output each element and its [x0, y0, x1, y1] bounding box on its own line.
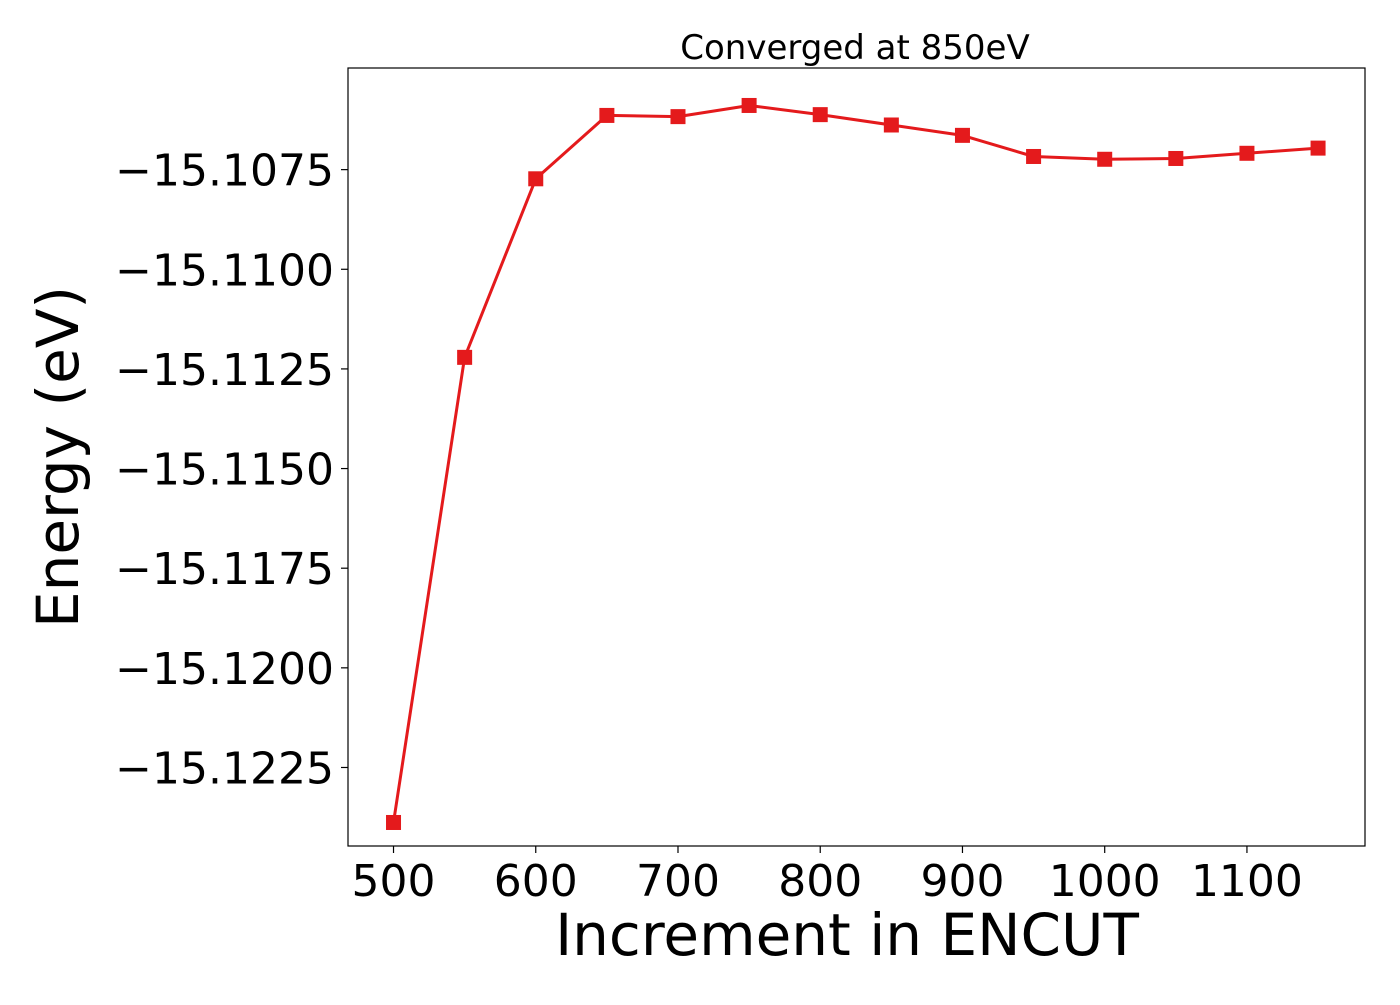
x-tick-label: 600 [494, 856, 578, 907]
data-point-marker [1168, 150, 1184, 166]
y-tick-label: −15.1100 [115, 245, 334, 296]
data-point-marker [457, 349, 473, 365]
plot-area [386, 97, 1326, 830]
x-tick-label: 1100 [1191, 856, 1303, 907]
data-point-marker [528, 171, 544, 187]
data-point-marker [954, 127, 970, 143]
y-axis-title: Energy (eV) [24, 286, 92, 628]
y-tick-label: −15.1200 [115, 644, 334, 695]
x-tick-label: 800 [778, 856, 862, 907]
data-point-marker [1097, 151, 1113, 167]
x-tick-label: 900 [920, 856, 1004, 907]
x-axis-title: Increment in ENCUT [555, 901, 1139, 969]
data-point-marker [812, 107, 828, 123]
data-point-marker [599, 107, 615, 123]
y-tick-label: −15.1075 [115, 146, 334, 197]
x-tick-label: 500 [352, 856, 436, 907]
x-tick-label: 1000 [1049, 856, 1161, 907]
data-point-marker [1310, 140, 1326, 156]
plot-frame [347, 67, 1366, 847]
axes: 500 600 700 800 900 1000 1100 −15.1075 −15.1100 −… [115, 67, 1366, 907]
data-point-marker [670, 109, 686, 125]
chart-title: Converged at 850eV [680, 28, 1029, 68]
data-point-marker [1026, 148, 1042, 164]
series-line [392, 104, 1319, 823]
data-point-marker [386, 814, 402, 830]
x-tick-label: 700 [636, 856, 720, 907]
y-tick-label: −15.1175 [115, 544, 334, 595]
data-point-marker [883, 117, 899, 133]
y-tick-label: −15.1150 [115, 445, 334, 496]
data-point-marker [1239, 145, 1255, 161]
y-tick-label: −15.1225 [115, 743, 334, 794]
data-point-marker [741, 97, 757, 113]
y-tick-label: −15.1125 [115, 345, 334, 396]
